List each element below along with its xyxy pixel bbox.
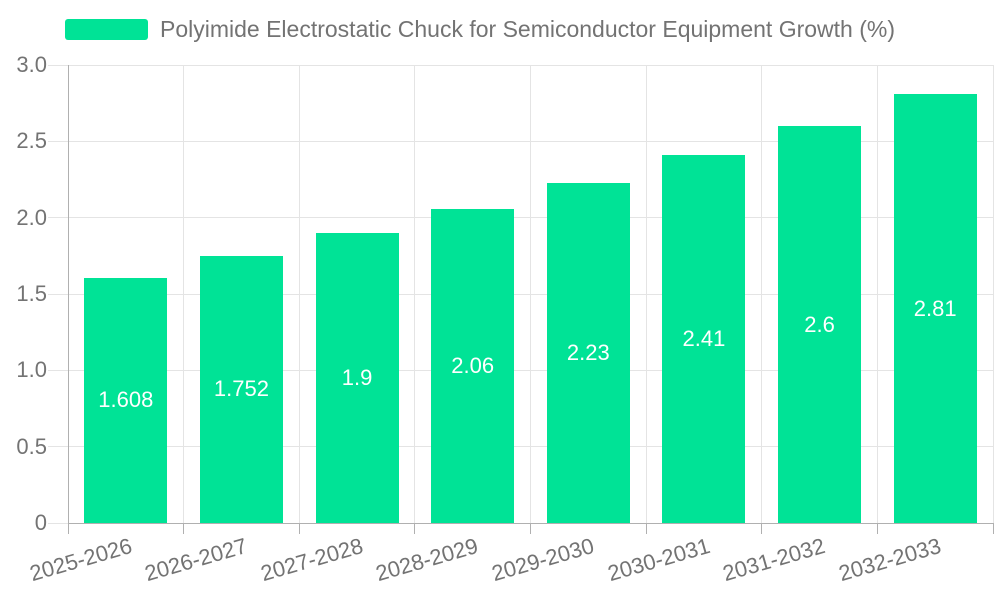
v-gridline — [992, 65, 994, 523]
bar-value-label: 2.6 — [804, 311, 835, 337]
bar[interactable]: 2.23 — [546, 182, 630, 523]
y-axis-label: 2.5 — [16, 128, 47, 154]
v-gridline — [414, 65, 416, 523]
y-axis-label: 1.0 — [16, 357, 47, 383]
x-axis-label: 2025-2026 — [26, 533, 135, 587]
y-axis-label: 2.0 — [16, 204, 47, 230]
bar-value-label: 2.81 — [913, 295, 957, 321]
v-gridline — [876, 65, 878, 523]
bar[interactable]: 1.752 — [199, 255, 283, 523]
y-tick — [48, 522, 68, 524]
bar[interactable]: 2.41 — [662, 155, 746, 523]
x-tick — [67, 524, 69, 534]
bar[interactable]: 1.9 — [315, 232, 399, 523]
bar-value-label: 2.41 — [682, 326, 726, 352]
v-gridline — [761, 65, 763, 523]
bar[interactable]: 1.608 — [84, 277, 168, 523]
x-tick — [645, 524, 647, 534]
h-gridline — [48, 446, 993, 448]
x-axis-label: 2027-2028 — [257, 533, 366, 587]
legend-item[interactable]: Polyimide Electrostatic Chuck for Semico… — [65, 15, 895, 43]
bar[interactable]: 2.06 — [431, 208, 515, 523]
bar-value-label: 1.608 — [98, 387, 154, 413]
legend-swatch-icon — [65, 18, 148, 40]
bar-value-label: 2.06 — [451, 352, 495, 378]
x-axis-label: 2029-2030 — [488, 533, 597, 587]
y-axis-label: 0 — [34, 510, 47, 535]
v-gridline — [298, 65, 300, 523]
x-tick — [761, 524, 763, 534]
bar-value-label: 2.23 — [566, 339, 610, 365]
x-tick — [530, 524, 531, 534]
bar-value-label: 1.752 — [213, 376, 269, 402]
h-gridline — [48, 140, 993, 142]
x-tick — [876, 524, 878, 534]
v-gridline — [530, 65, 531, 523]
x-axis-label: 2026-2027 — [142, 533, 251, 587]
y-axis-label: 1.5 — [16, 281, 47, 306]
h-gridline — [48, 293, 993, 295]
x-tick — [992, 524, 994, 534]
h-gridline — [48, 369, 993, 371]
x-tick — [183, 524, 185, 534]
bar-value-label: 1.9 — [341, 364, 373, 390]
h-gridline — [48, 64, 993, 66]
bar[interactable]: 2.81 — [893, 94, 977, 523]
y-axis-label: 0.5 — [16, 433, 47, 459]
plot-area: 1.608 1.752 1.9 2.06 2.23 2.41 2.6 2.81 — [48, 64, 994, 524]
bar[interactable]: 2.6 — [778, 126, 862, 523]
x-tick — [414, 524, 416, 534]
x-tick — [298, 524, 300, 534]
x-axis-label: 2028-2029 — [373, 533, 482, 587]
x-axis-label: 2030-2031 — [604, 533, 713, 587]
v-gridline — [645, 65, 647, 523]
x-axis-label: 2032-2033 — [835, 533, 944, 587]
y-axis-line — [68, 65, 69, 533]
h-gridline — [48, 217, 993, 219]
v-gridline — [183, 65, 185, 523]
x-axis-line — [68, 523, 994, 524]
x-axis-label: 2031-2032 — [720, 533, 829, 587]
y-axis-label: 3.0 — [16, 52, 47, 77]
legend-label: Polyimide Electrostatic Chuck for Semico… — [160, 16, 896, 42]
